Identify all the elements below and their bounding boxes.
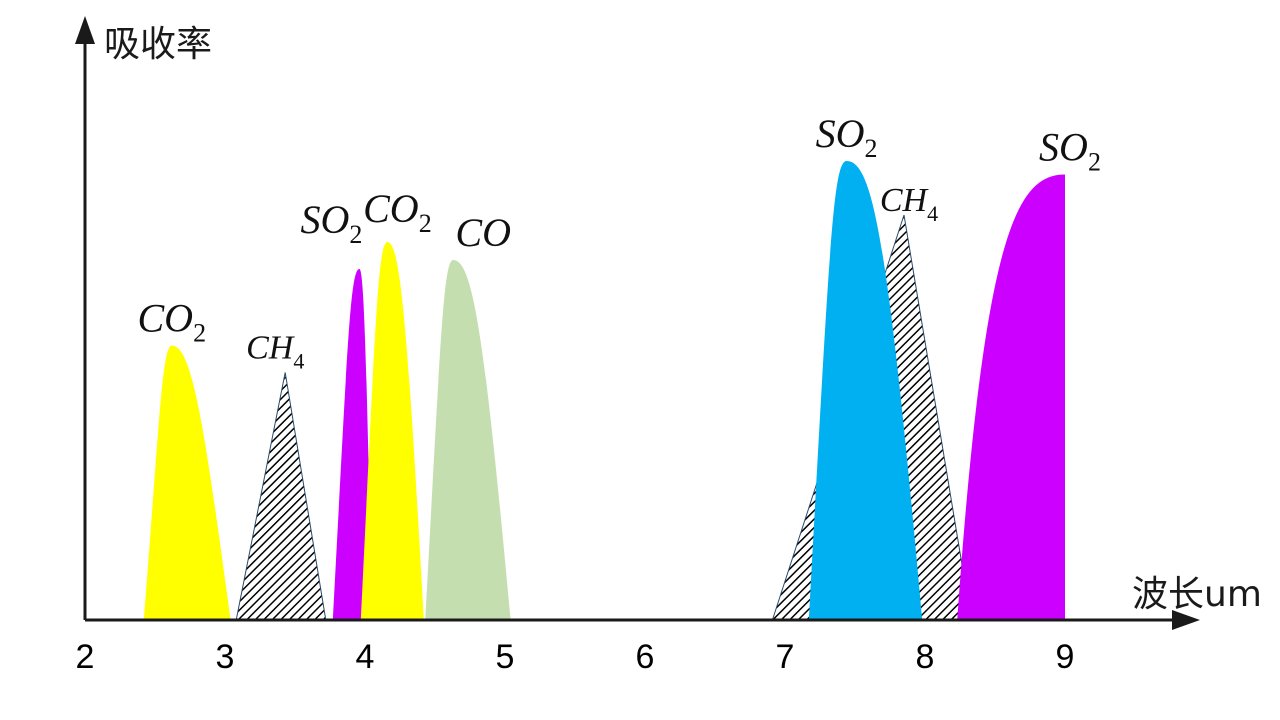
x-tick-label: 2 (76, 638, 95, 676)
peak-label: CO (455, 210, 511, 255)
absorption-peaks (143, 161, 1065, 621)
absorption-peak (957, 174, 1065, 620)
peak-label: CO2 (363, 186, 432, 238)
peak-label: SO2 (816, 111, 878, 163)
x-tick-labels: 2 3 4 5 6 7 8 9 (76, 638, 1075, 676)
peak-label: CH4 (246, 330, 304, 374)
peak-label: CH4 (880, 182, 938, 226)
absorption-peak (808, 161, 923, 620)
y-axis-arrow-icon (75, 16, 95, 44)
peak-label: SO2 (300, 197, 362, 249)
x-tick-label: 6 (636, 638, 655, 676)
x-tick-label: 7 (776, 638, 795, 676)
absorption-peak (332, 269, 372, 620)
absorption-peak (235, 372, 327, 621)
x-tick-label: 8 (916, 638, 935, 676)
x-axis-arrow-icon (1172, 610, 1200, 630)
x-tick-label: 3 (216, 638, 235, 676)
x-tick-label: 5 (496, 638, 515, 676)
x-axis-title: 波长um (1132, 574, 1262, 615)
peak-label: CO2 (138, 296, 207, 348)
absorption-peak (360, 242, 424, 620)
absorption-peak (143, 345, 231, 620)
peak-label: SO2 (1039, 125, 1101, 177)
absorption-peak (425, 260, 511, 620)
x-tick-label: 4 (356, 638, 375, 676)
y-axis-title: 吸收率 (104, 24, 212, 65)
x-tick-label: 9 (1056, 638, 1075, 676)
